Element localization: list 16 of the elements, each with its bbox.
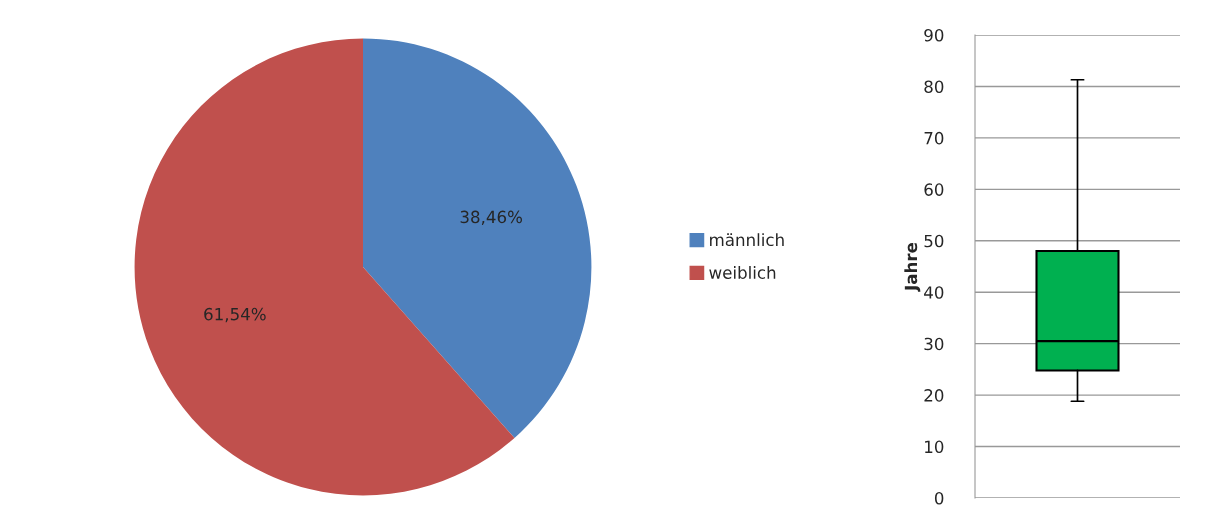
y-tick-label: 90 xyxy=(924,28,944,42)
legend-label: männlich xyxy=(710,233,784,247)
pie-slice xyxy=(363,38,592,438)
y-tick-label: 0 xyxy=(934,491,944,505)
y-axis-title: Jahre xyxy=(904,242,921,292)
y-tick-label: 50 xyxy=(924,234,944,248)
legend-label: weiblich xyxy=(709,266,776,279)
y-tick-label: 40 xyxy=(924,286,944,299)
y-tick-label: 10 xyxy=(925,440,944,454)
y-tick-label: 60 xyxy=(924,183,944,196)
data-label: 38,46% xyxy=(460,210,523,225)
data-label: 61,54% xyxy=(204,307,266,323)
y-tick-label: 80 xyxy=(924,80,944,94)
y-tick-label: 20 xyxy=(924,389,944,402)
y-tick-label: 70 xyxy=(924,131,944,145)
y-tick-label: 30 xyxy=(924,337,944,351)
